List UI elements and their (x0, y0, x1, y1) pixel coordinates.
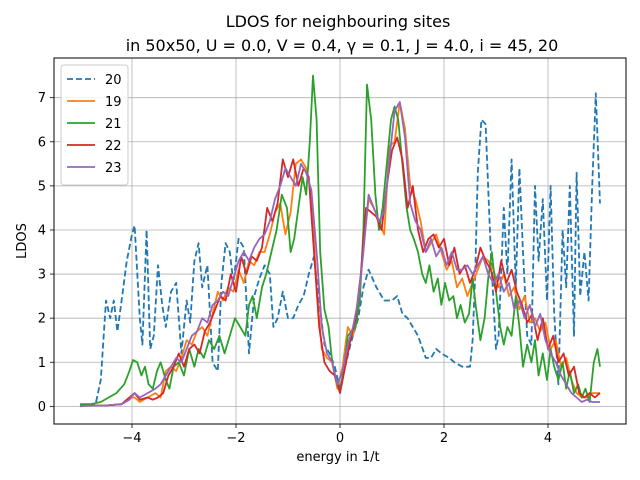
y-tick-label: 0 (38, 400, 46, 415)
legend: 20 19 21 22 23 (60, 64, 129, 186)
chart-title-line2: in 50x50, U = 0.0, V = 0.4, γ = 0.1, J =… (126, 36, 559, 55)
x-tick-label: 2 (440, 431, 448, 446)
legend-label: 22 (105, 139, 122, 154)
x-axis-label: energy in 1/t (296, 450, 379, 465)
plot-area (79, 74, 601, 408)
legend-label: 23 (105, 161, 122, 176)
y-axis-label: LDOS (15, 223, 30, 259)
y-tick-label: 4 (38, 223, 46, 238)
x-tick-label: 0 (336, 431, 344, 446)
y-tick-label: 3 (38, 268, 46, 283)
y-tick-label: 7 (38, 91, 46, 106)
chart-title-line1: LDOS for neighbouring sites (226, 12, 451, 31)
legend-label: 21 (105, 117, 122, 132)
y-tick-label: 2 (38, 312, 46, 327)
x-tick-label: −4 (122, 431, 141, 446)
legend-label: 20 (105, 73, 122, 88)
x-tick-label: 4 (544, 431, 552, 446)
x-tick-label: −2 (226, 431, 245, 446)
series-line-21 (80, 74, 601, 406)
series-line-20 (79, 92, 601, 408)
series-line-23 (79, 101, 600, 407)
legend-label: 19 (105, 95, 122, 110)
y-tick-label: 6 (38, 135, 46, 150)
y-tick-label: 5 (38, 179, 46, 194)
y-tick-label: 1 (38, 356, 46, 371)
legend-box (60, 64, 129, 186)
